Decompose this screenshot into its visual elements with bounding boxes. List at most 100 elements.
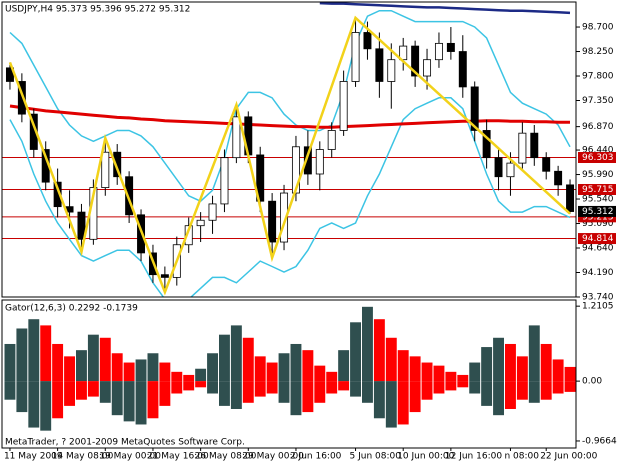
- candle-body: [196, 219, 205, 227]
- y-tick-label: 98.700: [582, 23, 614, 33]
- gator-bar: [564, 366, 576, 382]
- level-label: 95.715: [582, 185, 614, 195]
- level-label-bg: [578, 152, 616, 164]
- x-tick-label: n 08:00: [504, 452, 539, 462]
- gator-bar: [147, 353, 159, 382]
- gator-bar: [207, 381, 218, 394]
- candle-body: [327, 130, 336, 150]
- gator-bar: [314, 365, 326, 382]
- gator-bar: [373, 319, 385, 382]
- gator-bar: [52, 343, 64, 382]
- gator-bar: [433, 381, 445, 394]
- level-label-bg: [578, 184, 616, 196]
- gator-bar: [266, 362, 278, 382]
- gator-bar: [147, 381, 159, 419]
- gator-bar: [230, 381, 242, 409]
- level-label: 96.303: [582, 153, 614, 163]
- candle-body: [232, 116, 241, 159]
- gator-bar: [171, 381, 183, 394]
- gator-bar: [183, 381, 195, 391]
- gator-bar: [528, 325, 540, 382]
- gator-bar: [362, 381, 373, 403]
- candle-body: [434, 42, 443, 61]
- candle-body: [339, 81, 348, 131]
- gator-bar: [111, 353, 123, 382]
- candle-body: [291, 146, 300, 194]
- gator-bar: [457, 381, 469, 388]
- gator-bar: [493, 337, 504, 382]
- gator-bar: [385, 337, 397, 382]
- gator-bar: [290, 381, 302, 416]
- y-tick-label: 96.440: [582, 146, 614, 156]
- gator-bar: [552, 381, 564, 394]
- x-tick-label: 10 Jun 00:00: [397, 452, 454, 462]
- x-tick-label: 29 May 00:00: [242, 452, 304, 462]
- gator-bar: [445, 371, 457, 382]
- gator-bar: [99, 381, 111, 403]
- gator-bar: [481, 347, 493, 382]
- gator-bar: [4, 381, 16, 400]
- candle-body: [315, 149, 324, 175]
- x-tick-label: 11 May 2009: [4, 452, 63, 462]
- gator-bar: [76, 381, 87, 400]
- candle-body: [125, 176, 134, 216]
- y-tick-label: 97.800: [582, 72, 614, 82]
- candle-body: [566, 184, 575, 212]
- candle-body: [494, 157, 503, 178]
- gator-bar: [16, 381, 28, 413]
- gator-bar: [16, 328, 28, 382]
- candle-body: [53, 181, 62, 208]
- candle-body: [268, 200, 277, 243]
- candle-body: [458, 51, 467, 88]
- price-pane: [2, 2, 576, 297]
- gator-pane-border: [1, 299, 577, 449]
- candle-body: [113, 151, 122, 178]
- gator-bar: [338, 381, 350, 391]
- gator-bar: [373, 381, 385, 419]
- candle-body: [351, 32, 360, 82]
- candle-body: [363, 32, 372, 50]
- y-tick-label: 95.990: [582, 170, 614, 180]
- gator-bar: [230, 325, 242, 382]
- gator-bar: [40, 325, 52, 382]
- candle-body: [518, 132, 527, 164]
- gator-bar: [76, 350, 87, 382]
- gator-bar: [409, 356, 421, 382]
- gator-bar: [314, 381, 326, 403]
- candle-body: [411, 45, 420, 77]
- y-tick-label: 94.190: [582, 268, 614, 278]
- gator-bar: [350, 322, 361, 382]
- gator-bar: [338, 350, 350, 382]
- x-tick-label: 2 Jun 16:00: [290, 452, 342, 462]
- chart-title: USDJPY,H4 95.373 95.396 95.272 95.312: [5, 5, 190, 15]
- candle-body: [542, 157, 551, 172]
- level-label: 95.213: [582, 212, 614, 222]
- candle-body: [184, 225, 193, 246]
- gator-bar: [516, 356, 528, 382]
- gator-bar: [505, 381, 516, 409]
- gator-bar: [397, 381, 409, 425]
- gator-bar: [195, 381, 207, 388]
- gator-bar: [469, 362, 481, 382]
- gator-pane: [4, 306, 576, 431]
- gator-bar: [135, 359, 147, 382]
- gator-bar: [505, 343, 516, 382]
- candle-body: [387, 59, 396, 82]
- candle-body: [303, 146, 312, 175]
- candle-body: [530, 132, 539, 159]
- gator-bar: [207, 353, 218, 382]
- gator-bar: [385, 381, 397, 428]
- gator-bar: [99, 337, 111, 382]
- gator-bar: [516, 381, 528, 400]
- x-tick-label: 26 May 08:00: [195, 452, 257, 462]
- gator-bar: [242, 337, 254, 382]
- gator-bar: [326, 371, 338, 382]
- gator-bar: [350, 381, 361, 397]
- gator-bar: [409, 381, 421, 413]
- gator-bar: [290, 343, 302, 382]
- y-tick-label: 95.090: [582, 219, 614, 229]
- gator-bar: [64, 381, 75, 406]
- candle-body: [101, 151, 110, 188]
- gator-bar: [469, 381, 481, 394]
- gator-bar: [52, 381, 64, 419]
